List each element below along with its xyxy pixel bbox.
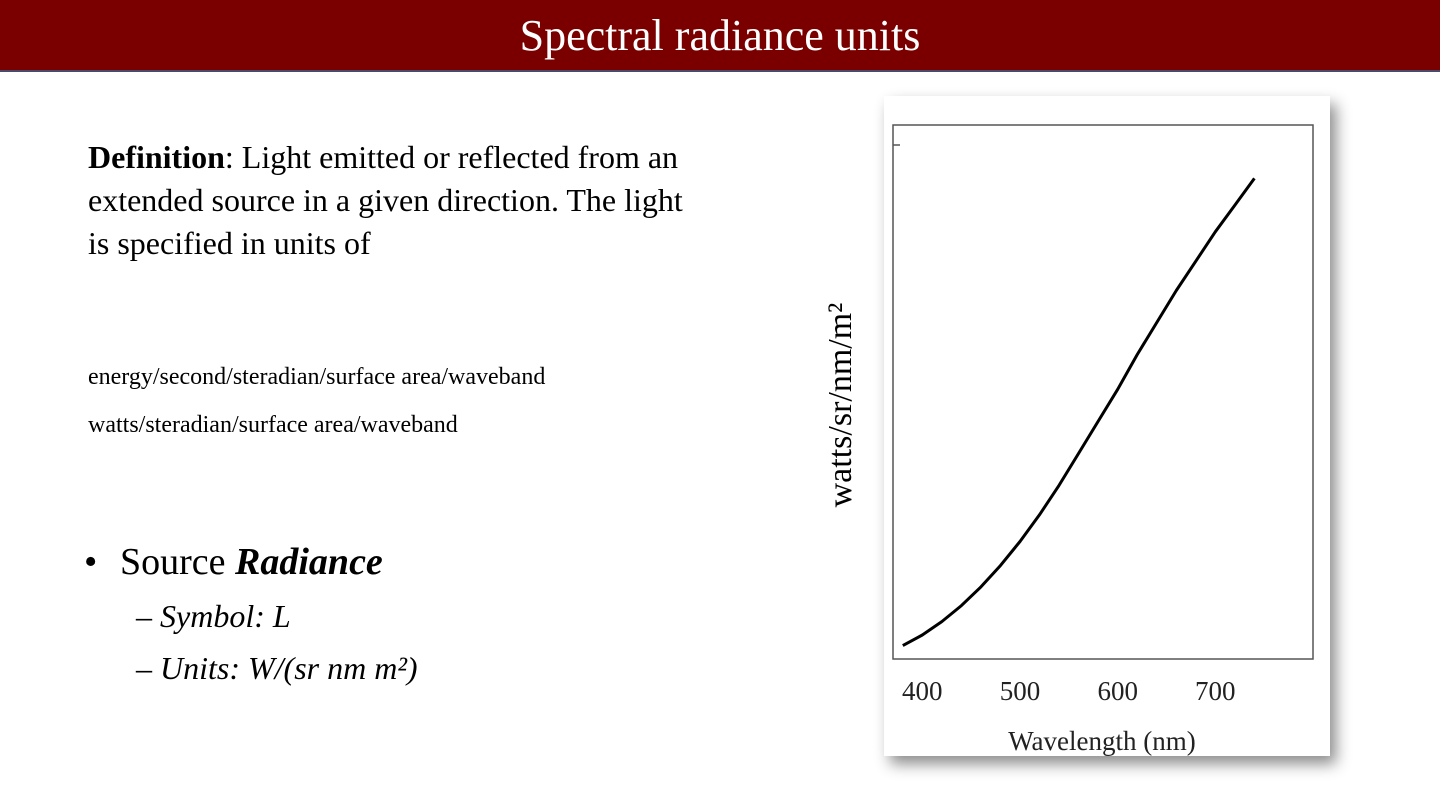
x-tick-label-3: 700 <box>1195 676 1236 706</box>
x-tick-label-2: 600 <box>1097 676 1138 706</box>
definition-term: Definition <box>88 139 225 175</box>
slide-title: Spectral radiance units <box>519 10 921 60</box>
definition-paragraph: Definition: Light emitted or reflected f… <box>88 136 708 265</box>
chart-x-axis-label: Wavelength (nm) <box>1008 726 1196 756</box>
sub-bullet-units: – Units: W/(sr nm m²) <box>136 650 418 686</box>
units-line-energy: energy/second/steradian/surface area/wav… <box>88 364 546 390</box>
x-tick-label-1: 500 <box>1000 676 1041 706</box>
title-bar: Spectral radiance units <box>0 0 1440 72</box>
units-line-watts: watts/steradian/surface area/waveband <box>88 412 458 438</box>
radiance-chart: 400 500 600 700 Wavelength (nm) <box>892 124 1314 756</box>
definition-text: : Light emitted or reflected from an ext… <box>88 139 683 261</box>
bullet-prefix: Source <box>120 541 236 583</box>
bullet-dot: • <box>84 541 98 583</box>
sub-bullet-symbol: – Symbol: L <box>136 598 291 634</box>
bullet-emphasis: Radiance <box>235 541 383 583</box>
plot-frame <box>892 124 1314 660</box>
x-tick-label-0: 400 <box>902 676 943 706</box>
chart-y-axis-label-wrap: watts/sr/nm/m² <box>816 270 866 540</box>
chart-card: 400 500 600 700 Wavelength (nm) <box>884 96 1330 756</box>
bullet-source-radiance: • Source Radiance <box>84 540 383 584</box>
chart-y-axis-label: watts/sr/nm/m² <box>822 302 859 508</box>
series-line-0 <box>902 177 1256 647</box>
